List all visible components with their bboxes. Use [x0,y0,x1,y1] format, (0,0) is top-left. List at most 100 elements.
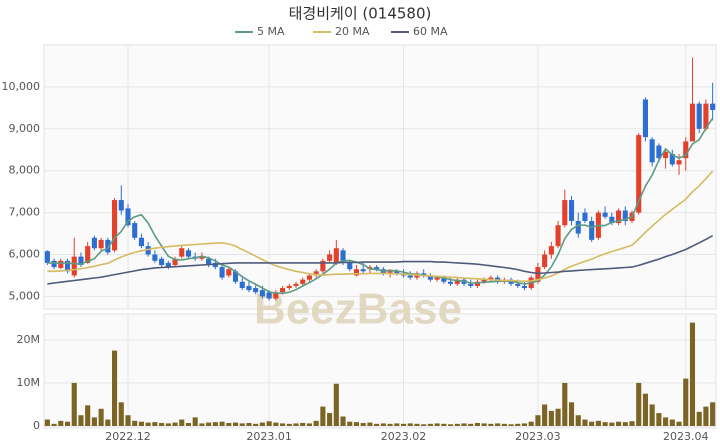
volume-bar [575,415,581,426]
candle-body [562,200,568,226]
volume-bar [212,422,218,426]
volume-bar [306,423,312,426]
candle-body [441,277,447,282]
candle-body [118,200,124,211]
candle-body [145,246,151,255]
candle-body [454,279,460,284]
volume-bar [548,410,554,426]
candle-body [488,277,494,280]
candle-body [689,103,696,142]
volume-bar [360,422,366,426]
volume-bar [602,422,608,426]
volume-bar [414,423,420,426]
volume-bar [434,423,440,426]
volume-bar [118,402,124,426]
candle-body [132,223,138,238]
volume-bar [387,423,393,426]
candle-body [394,271,400,274]
y-tick-label: 7,000 [9,206,41,219]
candle-body [616,210,622,224]
volume-bar [226,422,232,426]
volume-bar [340,416,346,426]
candle-body [696,103,702,129]
volume-bar [589,421,595,426]
volume-bar [91,417,97,426]
candle-body [374,267,380,270]
y-tick-label: 9,000 [9,122,41,135]
candle-body [602,212,608,217]
volume-bar [125,415,131,426]
ma-line [47,234,713,285]
candle-body [582,212,588,221]
candle-body [286,285,292,289]
volume-bar [232,422,239,426]
candle-body [589,221,595,240]
candle-body [353,269,360,276]
x-tick-label: 2022.12 [105,430,151,443]
volume-bar [246,422,252,426]
volume-bar [629,421,635,426]
volume-bar [112,350,118,426]
candle-body [649,139,655,163]
candle-body [481,279,487,282]
volume-bar [280,423,286,426]
volume-bar [488,423,494,426]
candle-body [448,281,454,284]
volume-bar [461,423,467,426]
volume-bar [58,420,64,426]
candle-body [710,103,716,110]
candle-body [676,160,682,165]
candle-body [199,256,205,259]
candle-body [360,269,366,272]
volume-bar [165,423,171,426]
candle-body [542,254,548,268]
candle-body [259,290,265,297]
volume-bar [145,422,151,426]
volume-bar [313,420,319,426]
x-tick-label: 2023.02 [381,430,427,443]
volume-bar [199,423,205,426]
volume-bar [555,408,561,426]
candle-body [280,288,286,293]
candle-body [575,221,581,234]
candle-body [266,292,272,299]
volume-bar [441,423,447,426]
candle-body [568,200,575,221]
candle-body [703,103,709,129]
candle-body [51,260,57,268]
watermark: BeezBase [254,285,462,334]
volume-bar [427,423,433,426]
volume-bar [468,423,474,426]
candle-body [112,200,118,251]
candle-body [246,285,252,291]
candle-body [347,262,353,270]
candle-body [656,145,662,159]
volume-bar [535,415,541,426]
candle-body [636,135,642,213]
candle-body [138,237,144,247]
volume-bar [273,422,279,426]
volume-bar [44,419,50,426]
volume-bar [374,423,380,426]
volume-bar [380,423,386,426]
volume-bar [703,406,709,426]
volume-bar [253,423,259,426]
candle-body [172,258,178,265]
candle-body [159,258,165,265]
volume-bar [132,420,138,426]
candle-body [239,281,245,289]
y-tick-label: 5,000 [9,289,41,302]
chart-title: 태경비케이 (014580) [289,5,432,23]
candle-body [152,254,158,261]
volume-bar [185,422,192,426]
candle-body [253,288,259,293]
ma-line [47,170,714,283]
candle-body [313,271,319,276]
candle-body [535,267,541,282]
candle-body [327,254,333,261]
volume-tick-label: 0 [33,419,40,432]
candle-body [232,271,239,282]
volume-bar [206,422,212,426]
volume-bar [333,383,339,426]
volume-bar [219,421,225,426]
